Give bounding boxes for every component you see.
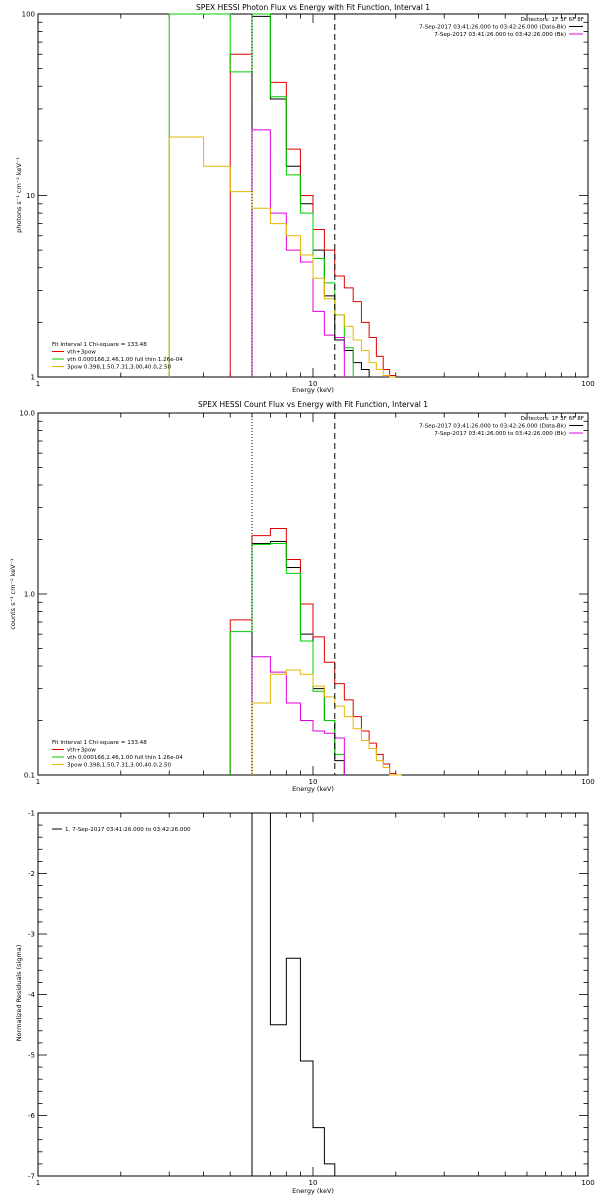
y-axis-label: Normalized Residuals (sigma) <box>15 945 23 1042</box>
y-tick-label: -1 <box>28 810 35 818</box>
x-tick-label: 100 <box>581 1179 594 1187</box>
y-tick-label: -6 <box>28 1112 36 1120</box>
y-tick-label: -4 <box>28 991 36 999</box>
x-tick-label: 10 <box>309 778 318 786</box>
legend-entry-text: vth 0.000166,2.46,1.00 full thin 1.26e-0… <box>67 357 183 363</box>
legend-entry-text: 7-Sep-2017 03:41:26.000 to 03:42:26.000 … <box>434 32 566 38</box>
x-axis-label: Energy (keV) <box>292 1187 334 1195</box>
series-black-step <box>251 541 345 775</box>
legend-entry-text: 7-Sep-2017 03:41:26.000 to 03:42:26.000 … <box>419 424 566 430</box>
legend-entry-text: vth 0.000166,2.46,1.00 full thin 1.26e-0… <box>67 755 183 761</box>
legend-entry-text: 7-Sep-2017 03:41:26.000 to 03:42:26.000 … <box>419 25 566 31</box>
panel-title: SPEX HESSI Photon Flux vs Energy with Fi… <box>196 3 430 12</box>
y-tick-label: 0.1 <box>24 772 35 780</box>
y-tick-label: 100 <box>22 11 35 19</box>
y-tick-label: -7 <box>28 1173 35 1181</box>
x-tick-label: 100 <box>581 380 594 388</box>
legend-entry-text: Detectors: 1F 3F 6F 8F <box>521 416 584 422</box>
y-tick-label: -3 <box>28 931 35 939</box>
x-tick-label: 1 <box>36 380 40 388</box>
legend-entry-text: vth+3pow <box>67 350 96 356</box>
series-black-step <box>251 812 336 1176</box>
series-red-step <box>229 528 402 776</box>
series-green-step <box>229 543 345 775</box>
photon-flux-panel: SPEX HESSI Photon Flux vs Energy with Fi… <box>15 3 595 394</box>
x-tick-label: 10 <box>309 380 318 388</box>
legend-entry-text: 3pow 0.398,1.50,7.31,3.00,40.0,2.50 <box>67 365 172 371</box>
legend-entry-text: 1. 7-Sep-2017 03:41:26.000 to 03:42:26.0… <box>65 827 191 833</box>
series-yellow-step <box>168 136 396 378</box>
y-tick-label: 1.0 <box>24 591 35 599</box>
series-black-step <box>251 15 370 377</box>
x-tick-label: 1 <box>36 1179 40 1187</box>
y-axis-label: counts s⁻¹ cm⁻² keV⁻¹ <box>9 558 17 630</box>
x-tick-label: 100 <box>581 778 594 786</box>
series-red-step <box>229 13 397 377</box>
legend-entry-text: 7-Sep-2017 03:41:26.000 to 03:42:26.000 … <box>434 431 566 437</box>
legend-entry-text: Detectors: 1F 3F 6F 8F <box>521 17 584 23</box>
y-axis-label: photons s⁻¹ cm⁻² keV⁻¹ <box>15 157 23 233</box>
legend-entry-text: vth+3pow <box>67 748 96 754</box>
series-magenta-step <box>251 656 345 775</box>
y-tick-label: -5 <box>28 1052 35 1060</box>
series-green-step <box>168 13 354 377</box>
y-tick-label: 10.0 <box>19 410 35 418</box>
legend-entry-text: Fit Interval 1 Chi-square = 133.48 <box>52 740 147 746</box>
panel-title: SPEX HESSI Count Flux vs Energy with Fit… <box>198 400 428 409</box>
x-axis-label: Energy (keV) <box>292 785 334 793</box>
legend-entry-text: 3pow 0.398,1.50,7.31,3.00,40.0,2.50 <box>67 763 172 769</box>
y-tick-label: 1 <box>31 374 35 382</box>
x-tick-label: 1 <box>36 778 40 786</box>
count-flux-panel: SPEX HESSI Count Flux vs Energy with Fit… <box>9 400 595 793</box>
y-tick-label: -2 <box>28 870 35 878</box>
x-tick-label: 10 <box>309 1179 318 1187</box>
residuals-panel: Energy (keV) Normalized Residuals (sigma… <box>15 810 595 1196</box>
series-yellow-step <box>251 669 402 776</box>
series-magenta-step <box>251 129 345 377</box>
y-tick-label: 10 <box>26 192 35 200</box>
x-axis-label: Energy (keV) <box>292 386 334 394</box>
legend-entry-text: Fit Interval 1 Chi-square = 133.48 <box>52 342 147 348</box>
